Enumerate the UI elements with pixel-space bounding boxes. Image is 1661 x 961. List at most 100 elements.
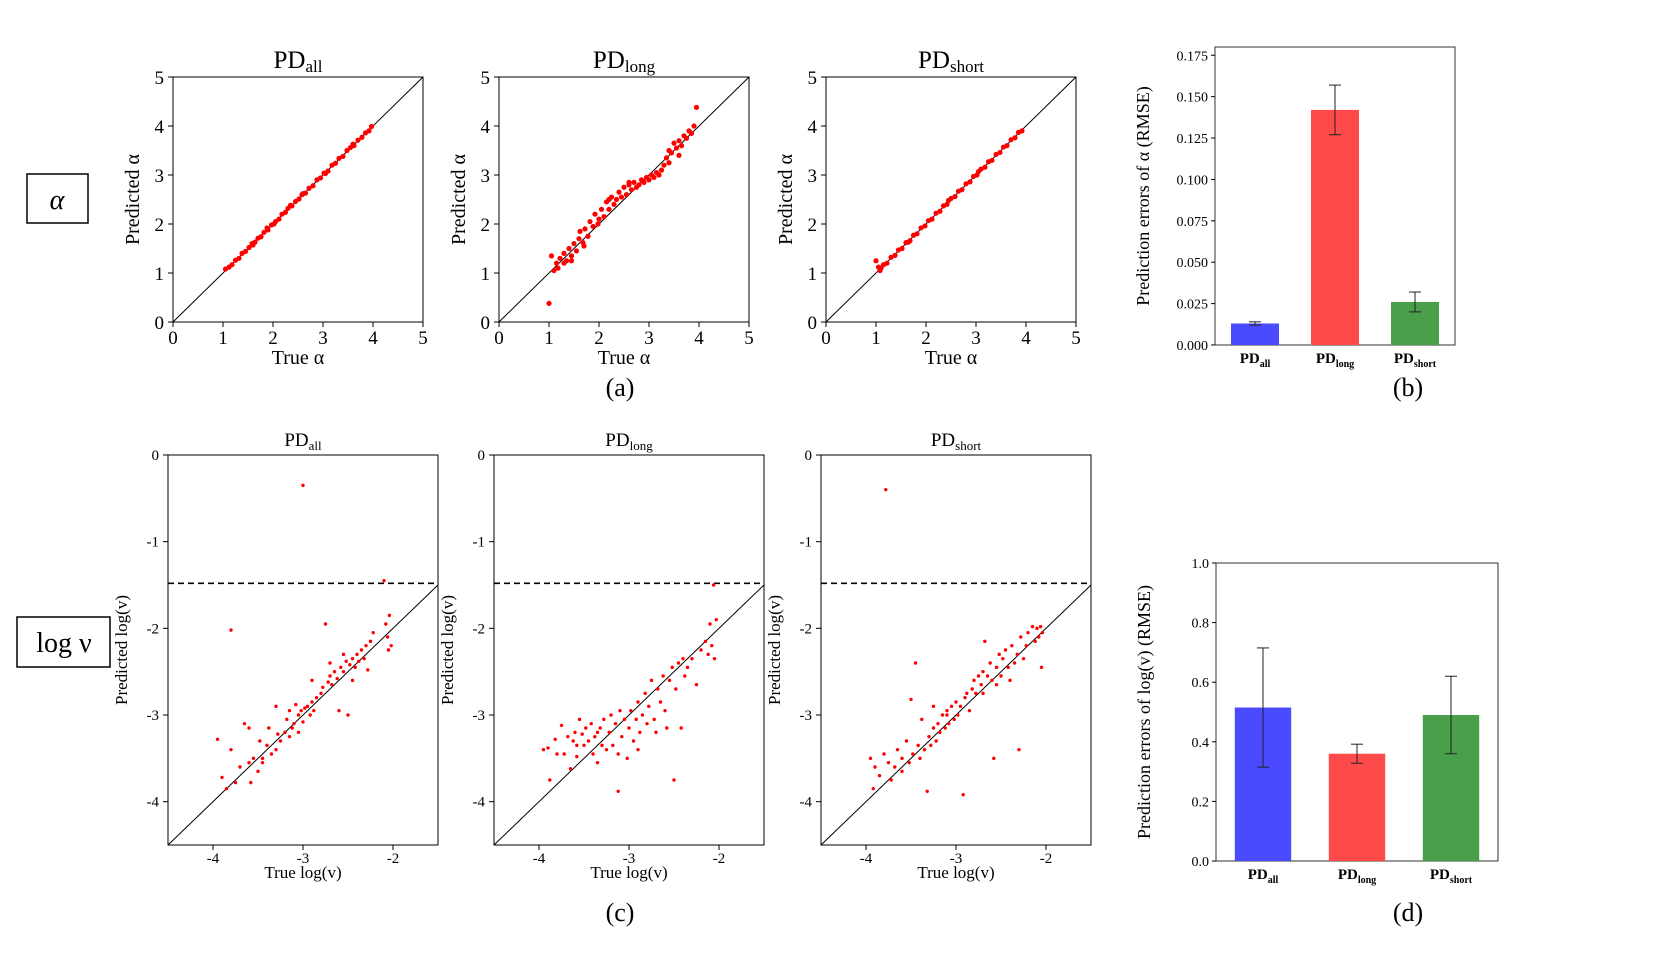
y-tick-label: 2 [808,215,818,236]
data-point [1010,643,1014,648]
x-tick-label: 0 [821,328,831,349]
y-tick-label: 1 [481,264,491,285]
y-tick-label: 0 [481,313,491,334]
data-point [621,184,627,190]
data-point [1030,624,1035,629]
data-point [256,769,260,774]
y-axis-label: Predicted α [448,153,470,245]
data-point [561,260,567,266]
data-point [994,682,999,687]
data-point [628,187,635,193]
x-axis-label: True log(v) [264,863,341,882]
data-point [264,225,270,231]
data-point [604,747,609,752]
plot-title: PDlong [593,47,656,76]
data-point [918,225,924,231]
data-point [568,258,575,264]
data-point [575,743,579,748]
data-point [260,760,265,765]
data-point [249,780,253,785]
data-point [627,726,631,730]
data-point [247,726,251,730]
data-point [546,300,552,306]
data-point [301,483,305,488]
data-point [323,622,328,626]
data-point [877,267,883,274]
data-point [601,214,607,220]
data-point [242,248,249,255]
data-point [954,700,958,704]
data-point [963,695,967,700]
data-point [575,754,579,759]
data-point [348,663,352,667]
data-point [344,147,350,154]
data-point [618,194,625,200]
y-tick-label: 0.000 [1177,339,1209,354]
data-point [710,643,714,648]
data-point [607,730,611,735]
data-point [591,752,595,756]
data-point [236,255,242,261]
y-tick-label: 1 [155,264,165,285]
x-axis-label: True α [598,347,651,369]
plot-title: PDall [274,47,323,76]
category-label: PDshort [1394,351,1437,370]
data-point [661,162,667,168]
data-point [1004,143,1010,149]
data-point [250,242,256,248]
data-point [714,617,718,622]
y-tick-label: -2 [473,621,486,637]
data-point [341,669,346,674]
data-point [1008,678,1012,683]
data-point [581,243,587,249]
data-point [979,682,983,687]
data-point [587,218,593,225]
x-axis-label: True α [925,347,978,369]
data-point [676,138,682,144]
data-point [638,730,642,735]
x-tick-label: 5 [1071,328,1081,349]
y-tick-label: 0.8 [1192,617,1210,632]
data-point [956,713,960,717]
x-tick-label: -4 [860,851,873,867]
data-point [595,221,601,227]
data-point [319,691,323,696]
data-point [1012,661,1017,665]
y-tick-label: -4 [800,795,813,811]
data-point [688,130,695,136]
data-point [613,721,618,726]
y-tick-label: 3 [808,166,818,187]
bar [1311,109,1359,346]
y-tick-label: 0 [808,313,818,334]
x-tick-label: 0 [494,328,504,349]
data-point [296,196,302,202]
data-point [366,668,370,672]
data-point [877,773,882,778]
y-tick-label: 0.175 [1177,49,1209,64]
data-point [362,656,366,661]
data-point [999,674,1003,678]
data-point [636,747,640,752]
x-tick-label: -2 [387,851,400,867]
data-point [314,695,319,700]
y-tick-label: -3 [147,708,160,724]
data-point [967,708,972,713]
scatter-alpha-pd-all: 0 1 2 3 4 5 0 1 2 3 4 5 PDall True α Predicted α [122,47,428,369]
data-point [616,789,620,793]
data-point [568,253,575,259]
data-point [321,685,325,689]
x-tick-label: 4 [368,328,378,349]
x-tick-label: 4 [694,328,704,349]
panel-label-d: (d) [1393,898,1423,927]
y-tick-label: 2 [481,215,491,236]
y-tick-label: 4 [155,117,165,138]
data-point [990,678,994,683]
data-point [287,708,292,713]
bar [1231,323,1279,345]
data-point [893,765,897,769]
y-tick-label: 0.100 [1177,173,1209,188]
data-point [571,739,575,743]
y-axis-label: Predicted log(v) [112,595,131,705]
data-point [940,713,945,717]
data-point [359,648,364,652]
